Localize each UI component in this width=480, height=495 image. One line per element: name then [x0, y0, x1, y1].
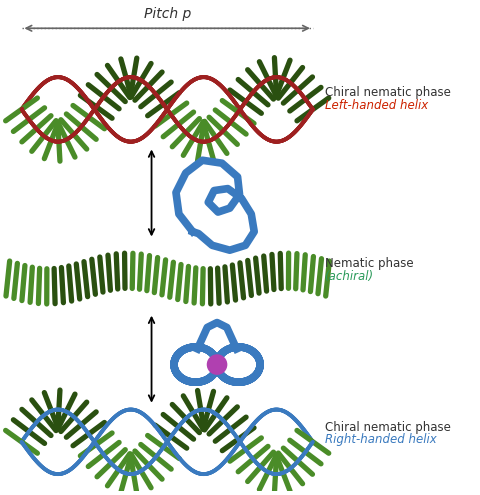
Text: Right-handed helix: Right-handed helix: [324, 433, 436, 446]
Text: Nematic phase: Nematic phase: [324, 257, 413, 270]
Text: Left-handed helix: Left-handed helix: [324, 99, 428, 112]
Text: Pitch p: Pitch p: [144, 7, 191, 21]
Text: Chiral nematic phase: Chiral nematic phase: [324, 421, 450, 434]
Point: [213, 361, 221, 369]
Text: (achiral): (achiral): [324, 270, 374, 283]
Text: Chiral nematic phase: Chiral nematic phase: [324, 86, 450, 99]
